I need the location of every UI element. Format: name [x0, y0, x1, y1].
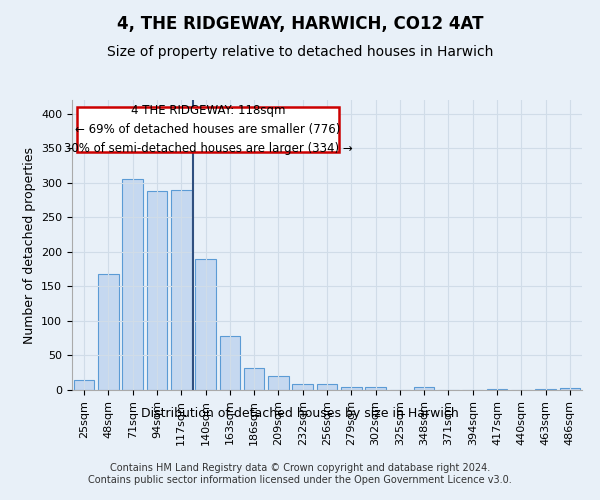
Bar [317, 384, 337, 390]
Text: 4 THE RIDGEWAY: 118sqm
← 69% of detached houses are smaller (776)
30% of semi-de: 4 THE RIDGEWAY: 118sqm ← 69% of detached… [64, 104, 352, 155]
Bar [365, 386, 386, 390]
FancyBboxPatch shape [77, 107, 339, 152]
Bar [414, 387, 434, 390]
Bar [292, 384, 313, 390]
Bar [122, 180, 143, 390]
Text: Distribution of detached houses by size in Harwich: Distribution of detached houses by size … [141, 408, 459, 420]
Bar [98, 274, 119, 390]
Bar [146, 191, 167, 390]
Bar [487, 388, 508, 390]
Bar [244, 368, 265, 390]
Bar [74, 380, 94, 390]
Text: 4, THE RIDGEWAY, HARWICH, CO12 4AT: 4, THE RIDGEWAY, HARWICH, CO12 4AT [117, 15, 483, 33]
Bar [171, 190, 191, 390]
Bar [560, 388, 580, 390]
Bar [341, 387, 362, 390]
Bar [195, 259, 216, 390]
Text: Contains HM Land Registry data © Crown copyright and database right 2024.
Contai: Contains HM Land Registry data © Crown c… [88, 464, 512, 485]
Bar [268, 376, 289, 390]
Text: Size of property relative to detached houses in Harwich: Size of property relative to detached ho… [107, 45, 493, 59]
Bar [220, 336, 240, 390]
Y-axis label: Number of detached properties: Number of detached properties [23, 146, 35, 344]
Bar [535, 388, 556, 390]
